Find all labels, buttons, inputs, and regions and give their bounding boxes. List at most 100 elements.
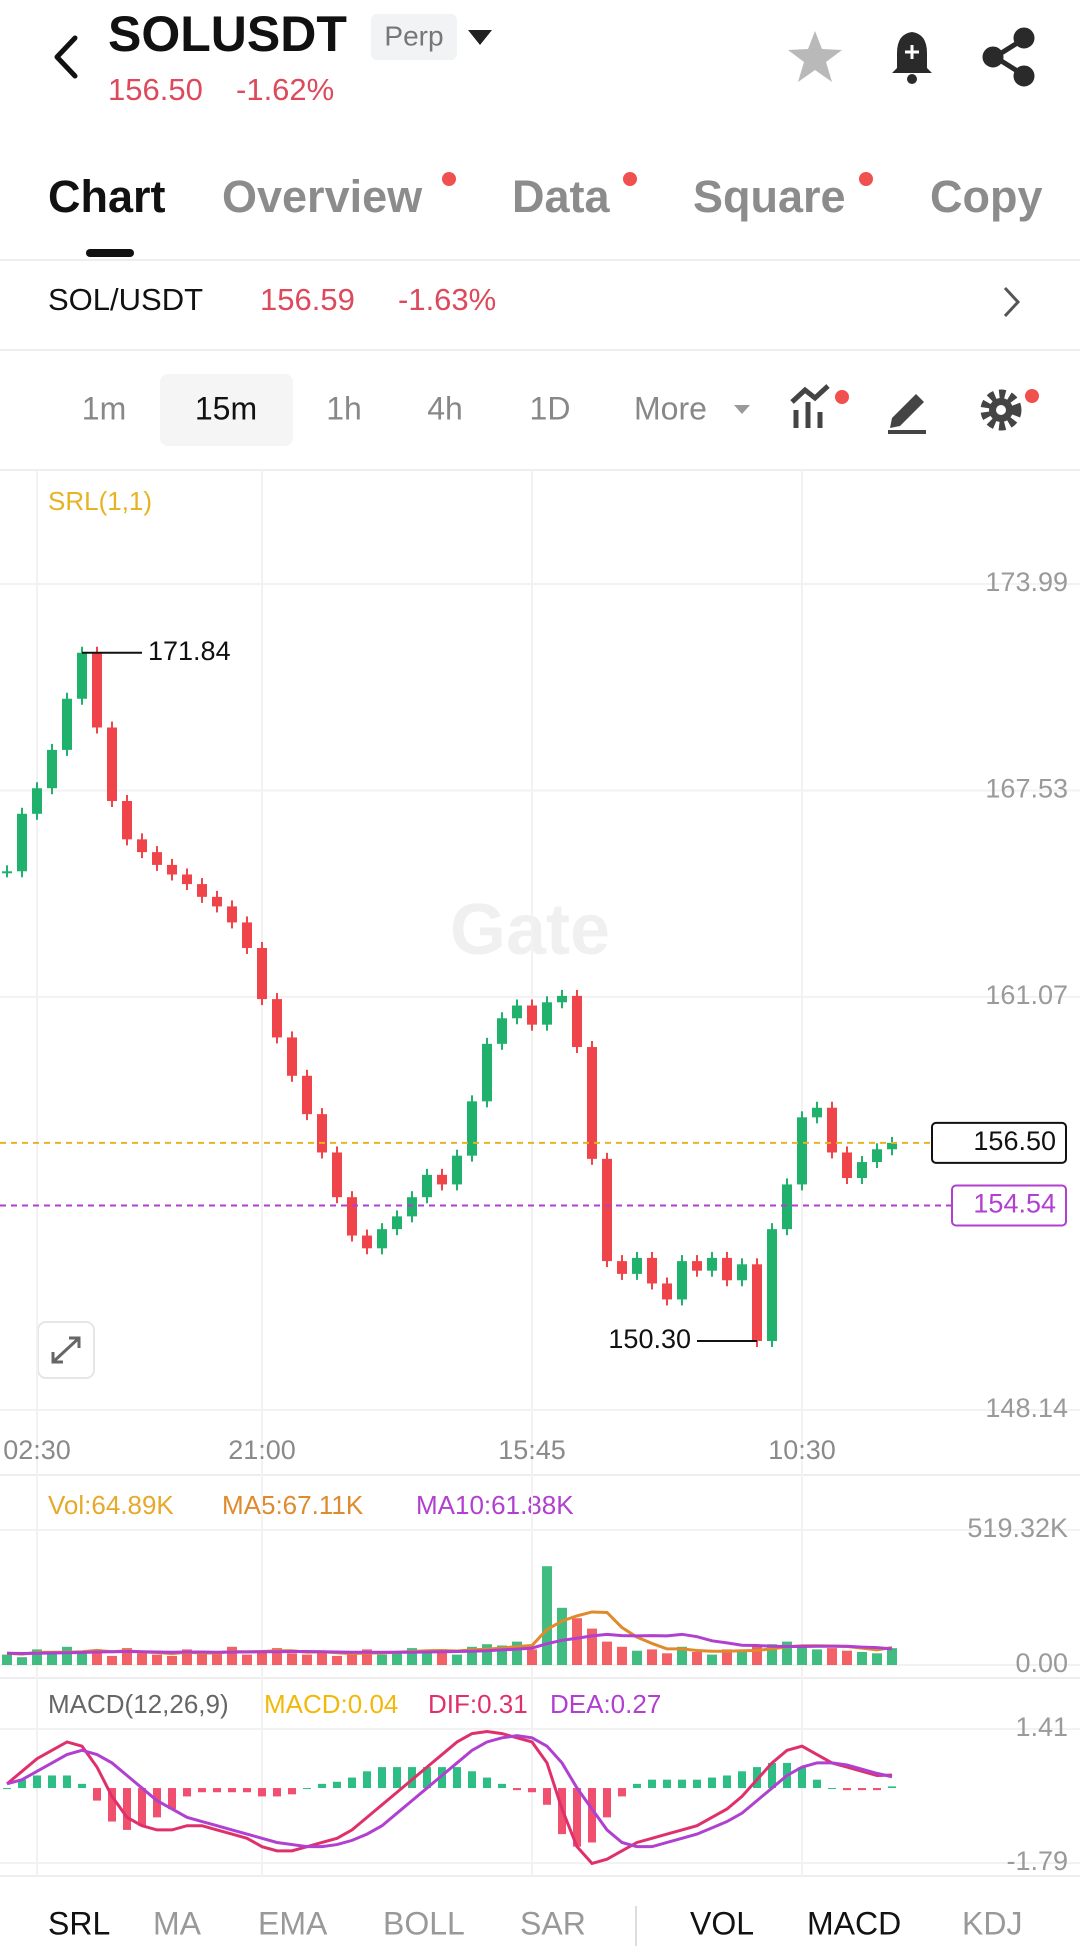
dropdown-icon [734, 405, 750, 414]
tab[interactable]: Square [693, 171, 846, 222]
macd-bar [588, 1788, 596, 1843]
volume-bar [287, 1653, 297, 1665]
candle [632, 1257, 642, 1274]
candle [227, 906, 237, 923]
candle [257, 947, 267, 1000]
dropdown-icon[interactable] [468, 30, 492, 45]
last-price-label: 156.50 [973, 1126, 1056, 1156]
interval[interactable]: 1D [530, 390, 571, 426]
macd-bar [363, 1771, 371, 1789]
volume-bar [632, 1650, 642, 1665]
volume-bar [692, 1652, 702, 1665]
candle [602, 1158, 612, 1262]
tab[interactable]: Chart [48, 171, 166, 222]
volume-bar [137, 1653, 147, 1665]
candle [167, 864, 177, 875]
candle [452, 1155, 462, 1185]
indicator-tab[interactable]: MA [153, 1905, 202, 1941]
macd-bar [618, 1788, 626, 1797]
macd-bar [153, 1788, 161, 1818]
macd-bar [108, 1788, 116, 1822]
badge-dot [442, 172, 456, 186]
macd-bar [498, 1783, 506, 1789]
srl-label: 154.54 [973, 1189, 1056, 1219]
candle [722, 1257, 732, 1281]
candle [752, 1264, 762, 1341]
volume-bar [227, 1646, 237, 1665]
indicator-icon[interactable] [790, 384, 830, 428]
macd-bar [183, 1788, 191, 1797]
macd-bar [318, 1783, 326, 1789]
volume-bar [437, 1649, 447, 1665]
line [6, 1729, 893, 1866]
expand-icon [51, 1336, 81, 1364]
candle [302, 1075, 312, 1115]
volume-bar [557, 1607, 567, 1665]
candle [422, 1174, 432, 1198]
volume-bar [497, 1645, 507, 1665]
volume-bar [452, 1654, 462, 1665]
volume-bar [107, 1655, 117, 1665]
macd-bar [543, 1788, 551, 1805]
indicator-tab[interactable]: VOL [690, 1905, 754, 1941]
interval[interactable]: 1m [82, 390, 126, 426]
macd-bar [303, 1788, 311, 1790]
macd-bar [528, 1788, 536, 1793]
indicator-tab[interactable]: EMA [258, 1905, 328, 1941]
alert-plus [905, 45, 919, 59]
y-tick-label: 173.99 [985, 567, 1068, 597]
badge[interactable]: Perp [384, 20, 443, 51]
macd-bar [138, 1788, 146, 1826]
indicator-tab[interactable]: BOLL [383, 1905, 465, 1941]
interval-selected-bg [160, 374, 293, 446]
badge-dot [859, 172, 873, 186]
volume-bar [587, 1628, 597, 1665]
indicator-tab[interactable]: SAR [520, 1905, 586, 1941]
macd-bar [663, 1779, 671, 1789]
volume-bar [362, 1649, 372, 1665]
draw-icon[interactable] [888, 394, 926, 434]
macd-bar [798, 1767, 806, 1789]
macd-bar [348, 1777, 356, 1789]
share-icon[interactable] [982, 27, 1035, 87]
candle [377, 1229, 387, 1249]
settings-icon[interactable] [980, 389, 1022, 431]
symbol: SOLUSDT [108, 6, 347, 62]
interval[interactable]: More [634, 390, 707, 426]
legend: Vol:64.89K [48, 1490, 174, 1520]
volume-bar [2, 1654, 12, 1665]
volume-bar [722, 1649, 732, 1665]
tab[interactable]: Copy [930, 171, 1043, 222]
macd-bar [828, 1788, 836, 1790]
favorite-icon[interactable] [788, 31, 842, 82]
legend: DEA:0.27 [550, 1689, 661, 1719]
y-tick-label: 0.00 [1015, 1648, 1068, 1678]
macd-bar [123, 1788, 131, 1830]
x-tick-label: 15:45 [498, 1435, 566, 1465]
indicator-tab[interactable]: MACD [807, 1905, 901, 1941]
candle [347, 1197, 357, 1236]
last-price-box [931, 1121, 1067, 1164]
candle [272, 999, 282, 1038]
volume-bar [242, 1654, 252, 1665]
candle [107, 727, 117, 802]
indicator-tab[interactable]: SRL [48, 1905, 110, 1941]
volume-bar [737, 1650, 747, 1665]
interval[interactable]: 1h [326, 390, 362, 426]
indicator-tab[interactable]: KDJ [962, 1905, 1022, 1941]
volume-bar [647, 1649, 657, 1665]
volume-bar [662, 1653, 672, 1665]
tab[interactable]: Overview [222, 171, 423, 222]
volume-bar [257, 1650, 267, 1665]
volume-bar [302, 1654, 312, 1665]
interval[interactable]: 4h [427, 390, 463, 426]
macd-bar [423, 1767, 431, 1789]
tab[interactable]: Data [512, 171, 611, 222]
interval[interactable]: 15m [195, 390, 257, 426]
tab-indicator [86, 249, 134, 257]
back-button[interactable] [54, 35, 78, 79]
chevron[interactable] [1003, 286, 1021, 318]
indicator-label: MACD(12,26,9) [48, 1689, 229, 1719]
pair-name[interactable]: SOL/USDT [48, 282, 203, 317]
